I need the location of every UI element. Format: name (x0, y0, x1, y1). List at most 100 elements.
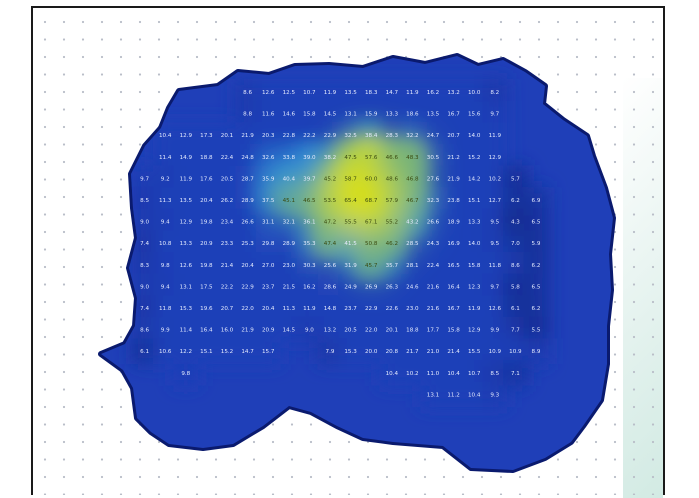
grid-dot (461, 20, 465, 24)
cell-value-label: 20.0 (365, 349, 378, 355)
grid-dot (138, 73, 142, 76)
grid-dot (404, 38, 408, 41)
cell-value-label: 65.4 (344, 198, 357, 204)
heat-cell (235, 316, 260, 343)
grid-dot (328, 20, 332, 24)
grid-dot (119, 405, 123, 409)
cell-value-label: 8.5 (490, 371, 499, 377)
cell-value-label: 29.8 (262, 241, 275, 247)
cell-value-label: 13.2 (447, 90, 459, 96)
heat-cell (132, 273, 157, 300)
cell-value-label: 22.9 (324, 133, 337, 139)
grid-dot (138, 90, 142, 94)
grid-dot (252, 20, 256, 24)
cell-value-label: 15.9 (365, 112, 378, 118)
grid-dot (537, 55, 541, 59)
grid-dot (309, 20, 313, 24)
cell-value-label: 32.3 (427, 198, 440, 204)
heat-cell (235, 100, 260, 127)
cell-value-label: 18.8 (200, 155, 213, 161)
cell-value-label: 46.2 (386, 241, 398, 247)
grid-dot (195, 493, 199, 495)
cell-value-label: 9.9 (490, 328, 499, 334)
cell-value-label: 15.6 (468, 112, 481, 118)
grid-dot (328, 55, 332, 59)
cell-value-label: 38.2 (324, 155, 336, 161)
grid-dot (271, 20, 275, 24)
heat-cell (173, 273, 199, 300)
grid-dot (309, 423, 313, 426)
cell-value-label: 9.8 (181, 371, 190, 377)
grid-dot (594, 38, 598, 41)
heat-cell (317, 79, 343, 105)
grid-dot (100, 160, 104, 164)
grid-dot (81, 318, 85, 321)
cell-value-label: 12.3 (468, 284, 481, 290)
grid-dot (43, 20, 47, 24)
heat-cell (523, 230, 549, 256)
grid-dot (632, 213, 636, 216)
grid-dot (651, 195, 655, 199)
grid-dot (651, 125, 655, 129)
grid-dot (62, 318, 66, 321)
heat-cell (441, 100, 466, 127)
heat-cell (523, 273, 549, 300)
grid-dot (43, 318, 47, 321)
grid-dot (366, 20, 370, 24)
cell-value-label: 28.7 (241, 176, 254, 182)
grid-dot (347, 440, 351, 444)
cell-value-label: 6.5 (532, 220, 541, 226)
grid-dot (613, 405, 617, 409)
grid-dot (651, 213, 655, 216)
cell-value-label: 35.3 (303, 241, 316, 247)
heat-cell (194, 122, 219, 148)
grid-dot (233, 38, 237, 41)
grid-dot (442, 493, 446, 495)
grid-dot (651, 493, 655, 495)
cell-value-label: 12.9 (489, 155, 502, 161)
grid-dot (290, 20, 294, 24)
heat-cell (132, 338, 157, 364)
grid-dot (613, 370, 617, 374)
heat-cell (358, 338, 384, 364)
grid-dot (81, 55, 85, 59)
grid-dot (347, 458, 351, 461)
heat-cell (420, 381, 446, 408)
cell-value-label: 16.4 (200, 328, 213, 334)
cell-value-label: 9.5 (490, 241, 499, 247)
cell-value-label: 14.5 (283, 328, 296, 334)
cell-value-label: 20.7 (447, 133, 460, 139)
cell-value-label: 14.2 (468, 176, 480, 182)
grid-dot (138, 458, 142, 461)
grid-dot (176, 20, 180, 24)
grid-dot (632, 423, 636, 426)
grid-dot (100, 318, 104, 321)
grid-dot (81, 370, 85, 374)
heat-cell (317, 316, 343, 343)
cell-value-label: 11.3 (283, 306, 296, 312)
cell-value-label: 9.2 (161, 176, 170, 182)
grid-dot (632, 20, 636, 24)
grid-dot (347, 493, 351, 495)
grid-dot (119, 440, 123, 444)
grid-dot (651, 300, 655, 304)
grid-dot (176, 38, 180, 41)
grid-dot (138, 475, 142, 479)
cell-value-label: 20.5 (221, 176, 234, 182)
grid-dot (252, 38, 256, 41)
grid-dot (214, 458, 218, 461)
grid-dot (119, 248, 123, 251)
grid-dot (575, 493, 579, 495)
heat-cell (461, 187, 487, 213)
cell-value-label: 14.8 (324, 306, 337, 312)
grid-dot (43, 125, 47, 129)
grid-dot (100, 230, 104, 234)
heat-cell (235, 338, 260, 364)
cell-value-label: 25.6 (324, 263, 337, 269)
heat-cell (523, 316, 549, 343)
grid-dot (119, 55, 123, 59)
grid-dot (613, 108, 617, 111)
heatmap-chart: 8.6 12.6 12.5 10.7 11.9 13.5 18.3 14.7 11.9 16.2 1… (43, 20, 655, 495)
grid-dot (62, 20, 66, 24)
cell-value-label: 26.3 (386, 284, 399, 290)
